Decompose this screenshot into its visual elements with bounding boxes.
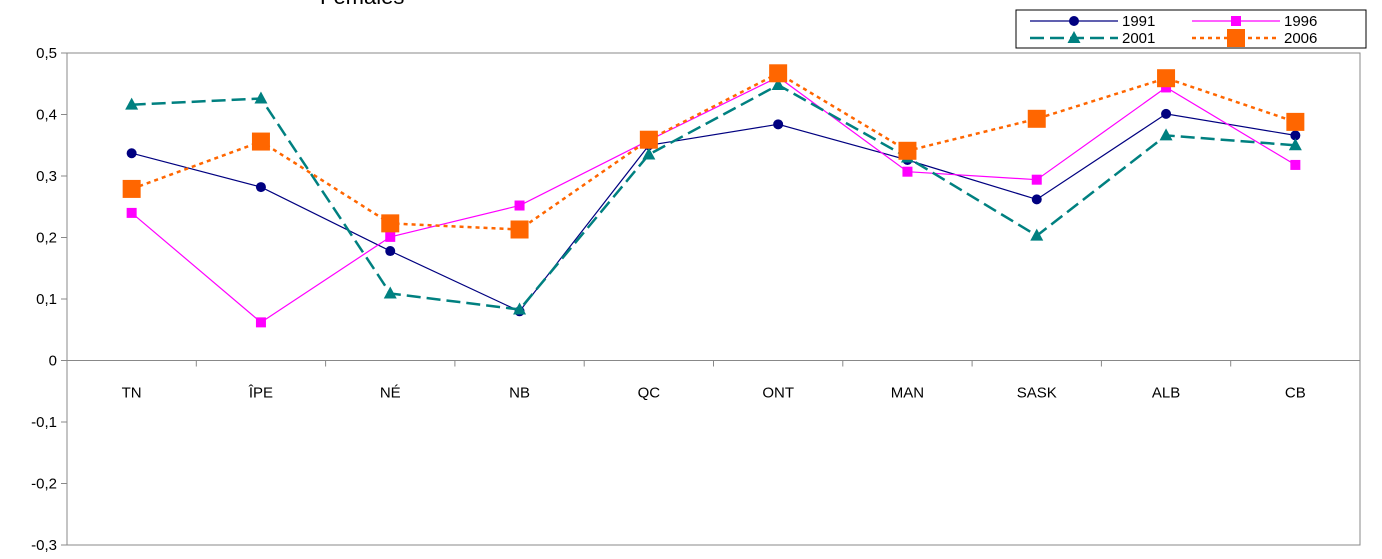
- y-tick-label: -0,1: [31, 414, 57, 431]
- x-tick-label: ALB: [1152, 385, 1180, 402]
- legend-label-1991: 1991: [1122, 13, 1155, 30]
- y-tick-label: -0,2: [31, 476, 57, 493]
- legend: 1991 1996 2001 2006: [1015, 9, 1367, 49]
- x-tick-label: ÎPE: [248, 385, 273, 402]
- series-line-1996: [131, 76, 1296, 324]
- data-point-1991: [126, 148, 137, 159]
- data-point-2006: [1027, 109, 1046, 128]
- data-point-1991: [385, 246, 396, 257]
- data-point-2006: [122, 179, 141, 198]
- data-point-2001: [125, 97, 139, 110]
- x-tick-label: CB: [1285, 385, 1306, 402]
- y-tick-label: -0,3: [31, 537, 57, 554]
- data-point-2001: [771, 77, 785, 90]
- data-point-2006: [1157, 69, 1176, 88]
- chart-title: Females: [320, 0, 404, 9]
- y-tick-label: 0,5: [36, 45, 57, 62]
- data-point-2001: [1030, 228, 1044, 241]
- plot-area: 0,5 0,4 0,3 0,2 0,1 0 -0,1 -0,2 -0,3 TN ÎPE NÉ NB QC O…: [31, 45, 1361, 554]
- x-tick-label: NÉ: [380, 385, 401, 402]
- data-point-1996: [1290, 159, 1301, 170]
- data-point-2001: [1288, 138, 1302, 151]
- data-point-1996: [902, 166, 913, 177]
- data-point-1996: [1031, 174, 1042, 185]
- data-point-1991: [1161, 108, 1172, 119]
- data-point-2001: [513, 302, 527, 315]
- y-tick-label: 0: [49, 353, 57, 370]
- data-point-2001: [254, 91, 268, 104]
- y-tick-label: 0,3: [36, 168, 57, 185]
- data-point-2006: [769, 64, 788, 83]
- data-point-1991: [1290, 130, 1301, 141]
- data-point-1996: [1161, 82, 1172, 93]
- series-line-2006: [131, 71, 1296, 231]
- legend-label-2001: 2001: [1122, 30, 1155, 47]
- y-tick-label: 0,1: [36, 291, 57, 308]
- data-point-2006: [639, 130, 658, 149]
- y-tick-label: 0,4: [36, 107, 57, 124]
- data-point-1991: [255, 182, 266, 193]
- data-point-2006: [1286, 112, 1305, 131]
- x-tick-label: QC: [638, 385, 661, 402]
- series-line-1991: [131, 113, 1296, 313]
- data-point-2006: [381, 214, 400, 233]
- x-tick-label: ONT: [762, 385, 794, 402]
- legend-label-2006: 2006: [1284, 30, 1317, 47]
- legend-label-1996: 1996: [1284, 13, 1317, 30]
- y-tick-label: 0,2: [36, 230, 57, 247]
- data-point-1996: [126, 207, 137, 218]
- x-tick-label: SASK: [1017, 385, 1057, 402]
- data-point-1991: [1031, 194, 1042, 205]
- x-tick-label: NB: [509, 385, 530, 402]
- legend-marker-2001: [1067, 31, 1081, 43]
- x-tick-label: MAN: [891, 385, 924, 402]
- data-point-1996: [255, 317, 266, 328]
- data-point-2001: [642, 147, 656, 160]
- series-line-2001: [131, 83, 1296, 311]
- data-point-2001: [1159, 128, 1173, 141]
- legend-marker-1991: [1069, 16, 1079, 26]
- data-point-2006: [251, 132, 270, 151]
- data-point-2006: [510, 220, 529, 239]
- legend-marker-2006: [1227, 29, 1245, 47]
- data-point-1991: [773, 119, 784, 130]
- data-point-2001: [383, 286, 397, 299]
- x-tick-label: TN: [122, 385, 142, 402]
- data-point-1996: [514, 200, 525, 211]
- legend-marker-1996: [1231, 16, 1241, 26]
- plot-border: [66, 52, 1361, 546]
- data-point-2006: [898, 141, 917, 160]
- data-point-1996: [385, 231, 396, 242]
